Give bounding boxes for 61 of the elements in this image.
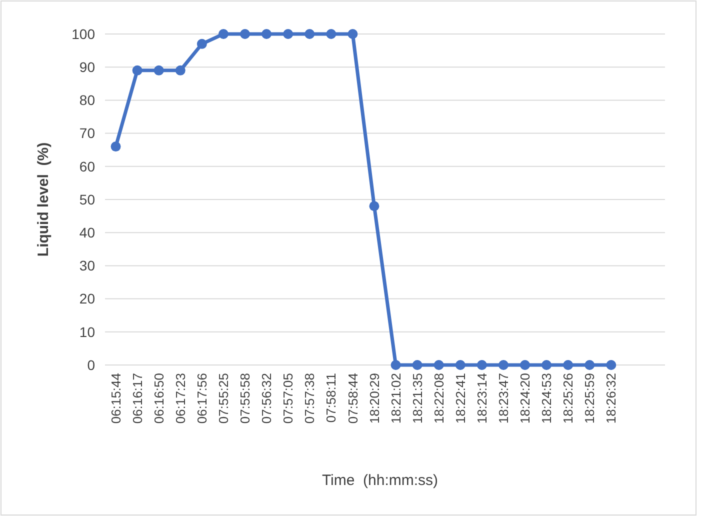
y-axis-title: Liquid level (%) — [35, 142, 52, 257]
y-tick-label: 20 — [79, 290, 96, 307]
point — [110, 142, 121, 152]
x-tick-label: 18:20:29 — [366, 373, 382, 424]
x-tick-label: 06:15:44 — [108, 373, 124, 424]
point — [348, 29, 358, 39]
x-tick-label: 07:57:38 — [302, 373, 318, 424]
x-tick-label: 18:22:41 — [452, 373, 468, 424]
point — [476, 360, 487, 370]
x-tick-label: 07:55:58 — [238, 373, 253, 424]
point — [520, 360, 530, 370]
x-tick-label: 18:25:26 — [560, 373, 576, 424]
point — [283, 29, 294, 39]
y-tick-label: 40 — [79, 224, 96, 240]
x-tick-label: 07:57:05 — [280, 373, 296, 424]
x-axis-title: Time (hh:mm:ss) — [322, 472, 438, 489]
y-tick-label: 100 — [72, 26, 96, 42]
x-tick-label: 18:23:14 — [474, 373, 490, 424]
x-tick-label: 07:56:32 — [259, 373, 274, 424]
x-tick-label: 18:26:32 — [604, 373, 619, 424]
point — [196, 38, 207, 49]
point — [262, 29, 272, 39]
x-tick-label: 06:16:17 — [130, 373, 145, 424]
x-tick-label: 18:24:20 — [518, 373, 533, 424]
point — [434, 360, 444, 370]
y-tick-label: 80 — [79, 92, 96, 108]
x-tick-label: 07:58:44 — [345, 373, 360, 424]
x-tick-label: 06:16:50 — [151, 373, 166, 424]
y-tick-label: 60 — [79, 158, 96, 174]
point — [326, 29, 336, 39]
x-tick-label: 18:24:53 — [539, 373, 554, 424]
point — [498, 360, 508, 370]
point — [240, 29, 250, 39]
x-tick-label: 07:58:11 — [324, 373, 339, 423]
point — [369, 201, 380, 212]
point — [175, 65, 186, 76]
point — [218, 29, 228, 39]
x-tick-label: 18:25:59 — [582, 373, 598, 424]
x-tick-label: 07:55:25 — [216, 373, 232, 424]
x-tick-label: 18:22:08 — [431, 373, 446, 424]
point — [304, 29, 315, 39]
x-tick-label: 06:17:23 — [172, 373, 188, 424]
point — [584, 360, 595, 370]
x-tick-label: 06:17:56 — [194, 373, 210, 424]
point — [412, 360, 422, 370]
y-tick-label: 50 — [79, 191, 96, 208]
point — [455, 360, 466, 370]
y-tick-label: 90 — [79, 59, 96, 75]
point — [606, 360, 616, 370]
point — [390, 360, 401, 370]
y-tick-label: 30 — [79, 258, 96, 274]
x-tick-label: 18:23:47 — [496, 373, 512, 424]
point — [563, 360, 574, 370]
y-tick-label: 70 — [79, 125, 96, 142]
y-tick-label: 0 — [87, 356, 96, 373]
y-tick-label: 10 — [79, 324, 96, 340]
point — [132, 65, 142, 76]
point — [154, 65, 164, 76]
x-tick-label: 18:21:02 — [388, 373, 404, 424]
point — [542, 360, 552, 370]
x-tick-label: 18:21:35 — [410, 373, 425, 424]
